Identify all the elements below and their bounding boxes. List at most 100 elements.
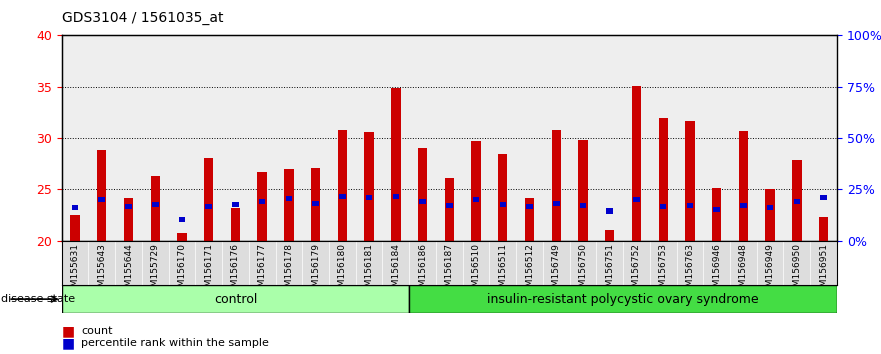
Text: GSM156753: GSM156753 [659, 243, 668, 298]
Bar [62, 35, 88, 241]
Bar [124, 198, 133, 241]
Text: GSM156749: GSM156749 [552, 243, 560, 298]
Bar [329, 35, 356, 241]
Bar [740, 203, 747, 209]
Bar [366, 195, 373, 200]
Bar [285, 196, 292, 201]
Text: GSM155631: GSM155631 [70, 243, 79, 298]
Bar [393, 194, 399, 199]
Text: count: count [81, 326, 113, 336]
Bar [712, 188, 722, 241]
Bar [757, 35, 783, 241]
Text: insulin-resistant polycystic ovary syndrome: insulin-resistant polycystic ovary syndr… [487, 293, 759, 306]
Bar [552, 130, 561, 241]
Bar [231, 208, 241, 241]
Text: GSM156170: GSM156170 [177, 243, 187, 298]
Bar [819, 217, 828, 241]
Text: GSM156176: GSM156176 [231, 243, 240, 298]
Bar [436, 35, 463, 241]
Bar [794, 199, 800, 204]
Bar [516, 35, 543, 241]
Bar [409, 285, 837, 313]
Bar [99, 197, 105, 202]
Bar [658, 118, 668, 241]
Bar [525, 198, 534, 241]
Bar [463, 35, 490, 241]
Bar [498, 154, 507, 241]
Text: GSM156763: GSM156763 [685, 243, 694, 298]
Bar [97, 150, 107, 241]
Text: GSM156184: GSM156184 [391, 243, 400, 298]
Text: GSM156946: GSM156946 [712, 243, 722, 298]
Text: GSM155644: GSM155644 [124, 243, 133, 298]
Bar [490, 35, 516, 241]
Bar [446, 203, 453, 209]
Bar [151, 176, 160, 241]
Text: GSM156512: GSM156512 [525, 243, 534, 298]
Bar [70, 215, 79, 241]
Text: GSM156178: GSM156178 [285, 243, 293, 298]
Text: GSM156511: GSM156511 [499, 243, 507, 298]
Bar [382, 35, 409, 241]
Bar [248, 35, 276, 241]
Bar [632, 86, 641, 241]
Bar [703, 35, 730, 241]
Bar [820, 195, 827, 200]
Bar [445, 178, 454, 241]
Text: GSM156948: GSM156948 [739, 243, 748, 298]
Bar [365, 132, 374, 241]
Bar [302, 35, 329, 241]
Bar [88, 35, 115, 241]
Bar [205, 204, 212, 210]
Bar [606, 209, 613, 213]
Bar [204, 158, 213, 241]
Text: GSM156950: GSM156950 [792, 243, 802, 298]
Bar [543, 35, 570, 241]
Bar [783, 35, 811, 241]
Bar [419, 199, 426, 204]
Bar [233, 202, 239, 207]
Bar [337, 130, 347, 241]
Text: percentile rank within the sample: percentile rank within the sample [81, 338, 269, 348]
Bar [313, 201, 319, 206]
Text: GSM156510: GSM156510 [471, 243, 480, 298]
Text: GSM156180: GSM156180 [338, 243, 347, 298]
Bar [285, 169, 293, 241]
Text: GSM156949: GSM156949 [766, 243, 774, 298]
Bar [660, 204, 666, 210]
Bar [179, 217, 185, 222]
Bar [623, 35, 650, 241]
Bar [766, 189, 774, 241]
Bar [356, 35, 382, 241]
Bar [811, 35, 837, 241]
Text: GDS3104 / 1561035_at: GDS3104 / 1561035_at [62, 11, 223, 25]
Bar [677, 35, 703, 241]
Bar [257, 172, 267, 241]
Text: disease state: disease state [1, 294, 75, 304]
Bar [686, 203, 693, 209]
Bar [570, 35, 596, 241]
Text: GSM156186: GSM156186 [418, 243, 427, 298]
Bar [142, 35, 168, 241]
Bar [792, 160, 802, 241]
Text: ■: ■ [62, 336, 75, 350]
Text: GSM156177: GSM156177 [257, 243, 267, 298]
Bar [276, 35, 302, 241]
Text: ■: ■ [62, 324, 75, 338]
Text: GSM156752: GSM156752 [632, 243, 641, 298]
Bar [259, 199, 265, 204]
Text: GSM156750: GSM156750 [579, 243, 588, 298]
Bar [418, 148, 427, 241]
Bar [633, 197, 640, 202]
Bar [500, 202, 506, 207]
Text: GSM156171: GSM156171 [204, 243, 213, 298]
Bar [473, 197, 479, 202]
Bar [526, 204, 533, 210]
Bar [766, 205, 774, 210]
Bar [391, 88, 401, 241]
Bar [222, 35, 248, 241]
Bar [685, 121, 694, 241]
Bar [152, 202, 159, 207]
Text: GSM156181: GSM156181 [365, 243, 374, 298]
Bar [738, 131, 748, 241]
